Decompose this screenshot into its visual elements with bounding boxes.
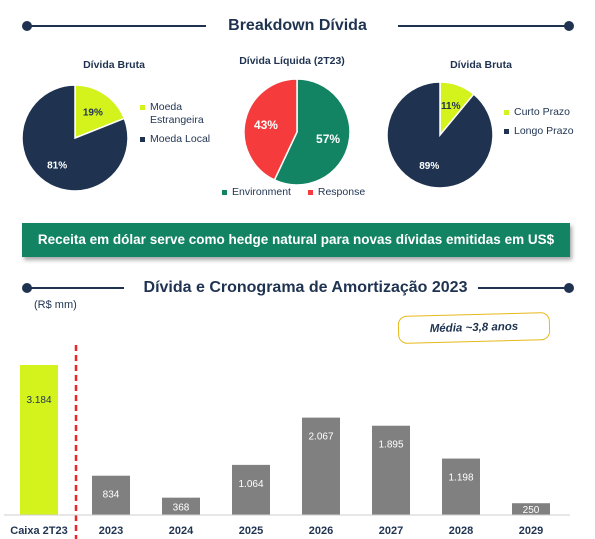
pie2-title: Dívida Líquida (2T23) [239,55,345,67]
legend-swatch [222,190,227,195]
legend-item-response: Response [307,186,366,199]
category-label-7: 2029 [519,525,543,537]
header-right-dot [564,283,574,293]
bar-value-label-0: 3.184 [26,395,51,406]
pie3-title: Dívida Bruta [450,59,512,71]
pie2-legend: Environment Response [222,186,402,205]
legend-swatch [140,105,145,110]
bar-value-label-3: 1.064 [238,479,263,490]
amortization-header: Dívida e Cronograma de Amortização 2023 [0,276,595,300]
pie1-slice-0 [74,84,126,140]
header-right-dot [564,21,574,31]
pie3-slice-label-1: 89% [419,161,439,172]
bar-value-label-1: 834 [103,490,120,501]
pie3-slice-label-0: 11% [441,101,461,112]
pie1-title: Dívida Bruta [83,59,145,71]
legend-label: Environment [232,186,291,198]
legend-swatch [504,129,509,134]
bar-value-label-2: 368 [173,502,190,513]
hedge-banner: Receita em dólar serve como hedge natura… [22,223,570,257]
breakdown-header: Breakdown Dívida [0,14,595,38]
legend-label: Moeda Estrangeira [150,101,204,126]
bar-value-label-5: 1.895 [378,440,403,451]
header-left-line [26,287,124,289]
breakdown-title: Breakdown Dívida [228,17,367,34]
category-label-5: 2027 [379,525,403,537]
legend-swatch [504,110,509,115]
bar-value-label-4: 2.067 [308,432,333,443]
legend-item-environment: Environment [222,186,291,199]
header-right-line [398,25,568,27]
pie1-slice-1 [21,84,129,192]
bar-0 [20,365,58,515]
amortization-bar-chart: 3.184 Caixa 2T23 834 2023 368 2024 1.064 2025 2.… [4,345,570,539]
legend-item-curto-prazo: Curto Prazo [504,106,589,119]
legend-swatch [140,137,145,142]
unit-label: (R$ mm) [34,299,77,311]
pie2-slice-0 [273,78,351,186]
bar-value-label-7: 250 [523,505,540,516]
bar-value-label-6: 1.198 [448,473,473,484]
category-label-6: 2028 [449,525,473,537]
bar-3 [232,464,270,515]
pie3-slice-1 [386,81,494,189]
legend-label: Curto Prazo [514,106,571,118]
header-left-line [26,25,206,27]
category-label-4: 2026 [309,525,333,537]
bar-6 [442,458,480,515]
amortization-title: Dívida e Cronograma de Amortização 2023 [143,279,468,296]
legend-item-moeda-local: Moeda Local [140,133,235,146]
bar-4 [302,417,340,515]
pie1-slice-label-1: 81% [47,160,67,171]
legend-label: Longo Prazo [514,125,574,137]
pie2-slice-1 [243,78,298,181]
pie2-slice-label-1: 43% [254,118,278,132]
bar-2 [162,497,200,515]
pie3-legend: Curto Prazo Longo Prazo [504,106,589,144]
category-label-1: 2023 [99,525,123,537]
bar-7 [512,503,550,515]
pie2-slice-label-0: 57% [316,132,340,146]
bar-1 [92,475,130,515]
pie-charts: 19% 81% 57% 43% 11% 89% [21,78,494,192]
header-right-line [478,287,568,289]
pie1-legend: Moeda Estrangeira Moeda Local [140,101,235,152]
category-label-2: 2024 [169,525,194,537]
legend-item-moeda-estrangeira: Moeda Estrangeira [140,101,235,127]
category-label-3: 2025 [239,525,263,537]
category-label-0: Caixa 2T23 [10,525,67,537]
legend-swatch [307,190,313,195]
legend-label: Moeda Local [150,133,211,145]
pie1-slice-label-0: 19% [83,108,103,119]
legend-item-longo-prazo: Longo Prazo [504,125,589,138]
bar-5 [372,425,410,515]
legend-label: Response [317,186,366,198]
